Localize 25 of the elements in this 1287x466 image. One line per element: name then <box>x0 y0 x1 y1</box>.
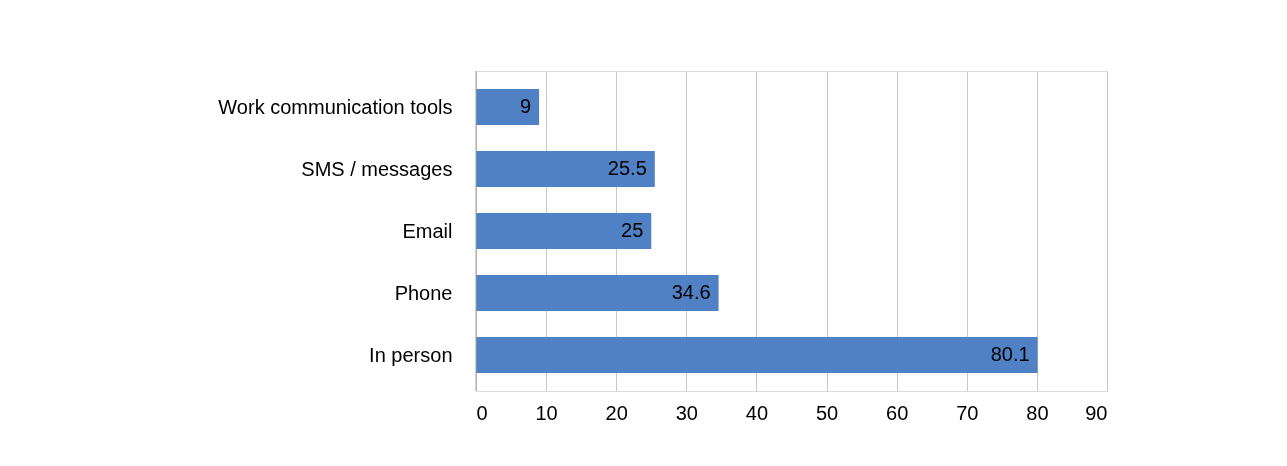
x-tick-label: 20 <box>605 401 628 424</box>
data-label: 9 <box>519 95 532 117</box>
bar <box>476 275 719 311</box>
y-tick-label: Email <box>402 219 453 242</box>
x-tick-label: 40 <box>745 401 769 424</box>
x-tick-label: 0 <box>476 401 488 424</box>
x-tick-label: 10 <box>535 401 558 424</box>
x-tick-label: 30 <box>675 401 698 424</box>
data-label: 25.5 <box>607 157 647 179</box>
x-tick-label: 70 <box>956 401 979 424</box>
y-tick-label: Phone <box>394 281 453 304</box>
data-label: 80.1 <box>990 343 1030 365</box>
bar <box>476 337 1038 373</box>
bar <box>476 151 655 187</box>
x-tick-label: 50 <box>815 401 839 424</box>
x-tick-label: 60 <box>886 401 909 424</box>
y-tick-label: In person <box>369 343 453 366</box>
x-tick-label: 80 <box>1026 401 1049 424</box>
y-tick-label: SMS / messages <box>301 157 453 180</box>
x-tick-label: 90 <box>1085 401 1108 424</box>
y-tick-label: Work communication tools <box>218 95 453 118</box>
data-label: 25 <box>621 219 644 241</box>
bar <box>476 89 540 125</box>
bar <box>476 213 652 249</box>
data-label: 34.6 <box>671 281 711 303</box>
